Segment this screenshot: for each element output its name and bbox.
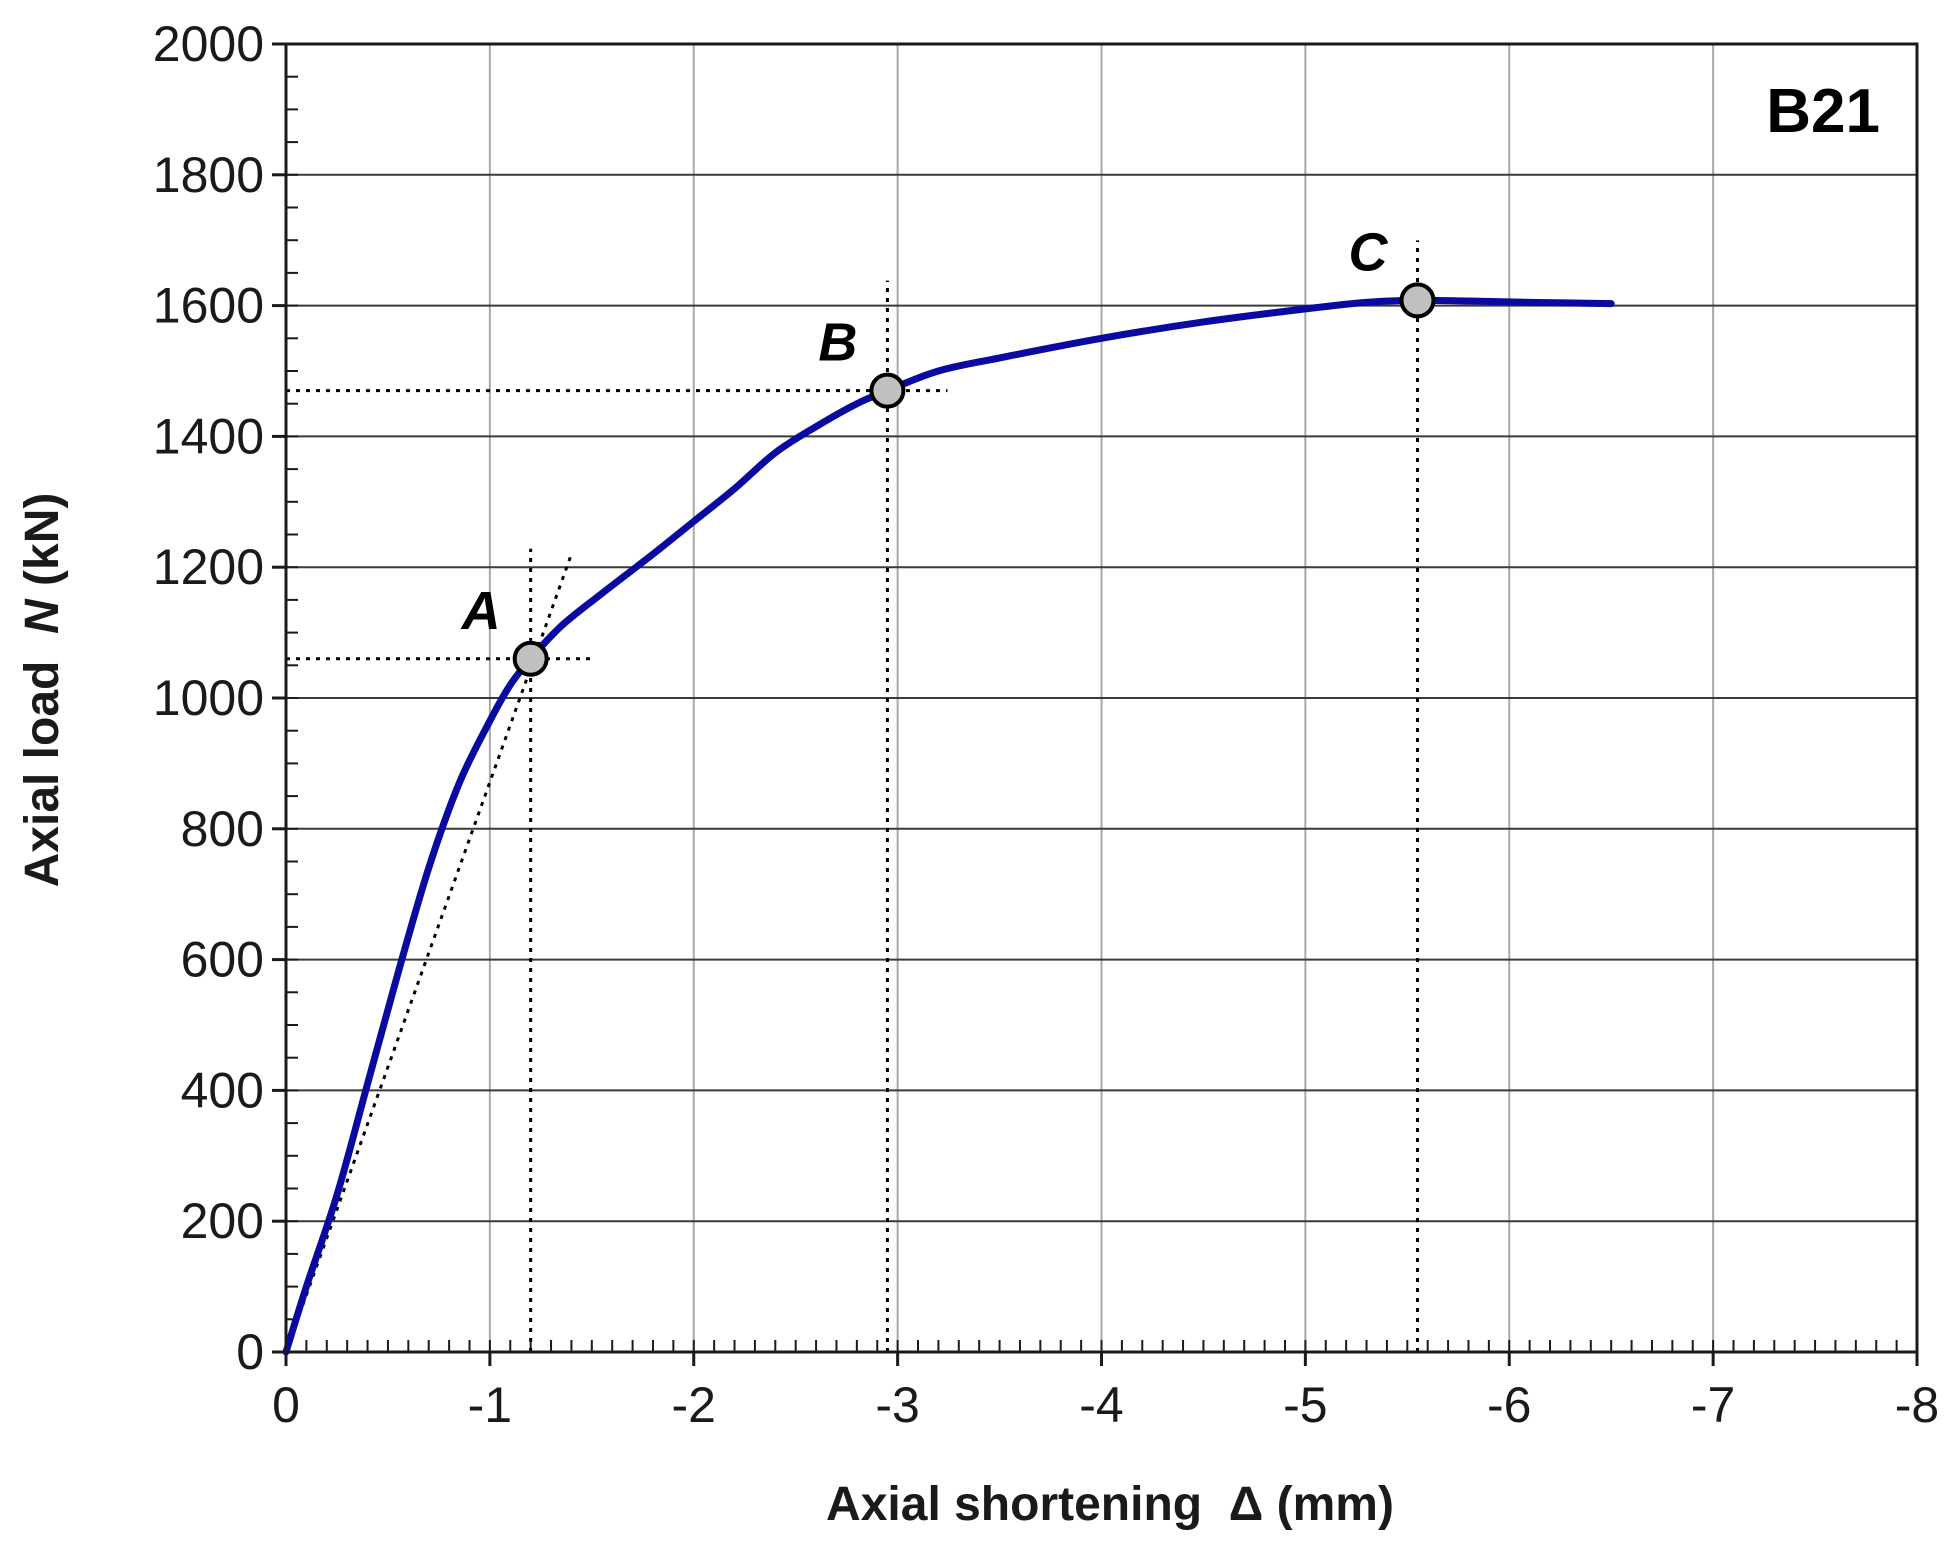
y-tick-label: 400 [181,1062,264,1118]
x-axis-title: Axial shortening Δ (mm) [826,1478,1394,1531]
points-group: A B C [460,222,1436,677]
y-tick-label: 1000 [153,670,264,726]
grid-lines [286,44,1917,1352]
y-tick-label: 600 [181,932,264,988]
load-shortening-curve [282,296,1615,1356]
y-tick-label: 2000 [153,16,264,72]
panel-label: B21 [1766,77,1880,146]
plot-frame [284,42,1919,1354]
point-b-marker [869,372,906,409]
y-axis-title: Axial load N (kN) [16,493,69,888]
x-tick-label: -1 [468,1377,512,1433]
x-tick-label: 0 [272,1377,300,1433]
y-tick-label: 0 [236,1324,264,1380]
point-b-label: B [818,313,857,373]
point-c-marker [1399,282,1436,319]
y-axis-title-prefix: Axial load [16,634,69,887]
y-tick-label: 1400 [153,408,264,464]
x-tick-label: -3 [875,1377,919,1433]
point-c-label: C [1349,222,1389,282]
x-tick-label: -8 [1895,1377,1939,1433]
x-tick-label: -2 [672,1377,716,1433]
y-tick-label: 1800 [153,147,264,203]
reference-line [284,553,573,1353]
y-tick-label: 200 [181,1193,264,1249]
y-tick-labels: 0 200 400 600 800 1000 1200 1400 1600 1800 2000 [153,16,264,1380]
point-a-label: A [460,581,501,641]
series-group [282,296,1615,1356]
minor-ticks [272,42,1919,1366]
x-tick-label: -7 [1691,1377,1735,1433]
y-axis-title-symbol: N [16,598,69,634]
stiffness-reference-line [284,553,573,1353]
y-tick-label: 800 [181,801,264,857]
x-tick-labels: 0 -1 -2 -3 -4 -5 -6 -7 -8 [272,1377,1939,1433]
x-tick-label: -4 [1079,1377,1123,1433]
y-tick-label: 1600 [153,278,264,334]
y-tick-label: 1200 [153,539,264,595]
x-tick-label: -6 [1487,1377,1531,1433]
point-a-marker [512,640,549,677]
y-axis-title-suffix: (kN) [16,493,69,600]
x-tick-label: -5 [1283,1377,1327,1433]
